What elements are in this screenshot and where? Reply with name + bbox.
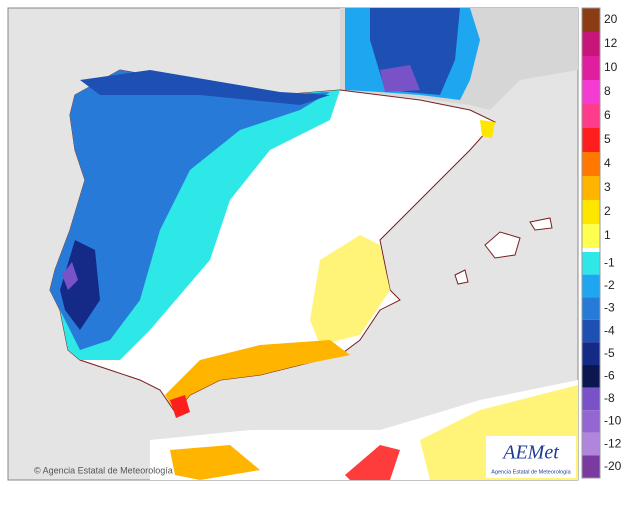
africa-anomaly xyxy=(170,445,260,480)
legend-swatch xyxy=(582,200,600,224)
legend-swatch xyxy=(582,319,600,343)
anomaly-dark-blue xyxy=(80,70,330,105)
logo-name: AEMet xyxy=(501,442,559,464)
legend-swatch xyxy=(582,104,600,128)
anomaly-blue xyxy=(50,70,330,350)
legend-label: 12 xyxy=(604,36,618,50)
legend-swatch xyxy=(582,297,600,320)
legend-swatch xyxy=(582,274,600,298)
balearic-island xyxy=(484,231,521,259)
legend-label: 1 xyxy=(604,228,611,242)
legend-label: -1 xyxy=(604,255,615,269)
copyright-text: © Agencia Estatal de Meteorología xyxy=(34,465,173,475)
logo-box xyxy=(486,436,576,478)
legend: 20 12 10 8 6 5 4 3 2 1 -1 -2 -3 -4 -5 -6 -8 -10 -12 -20 xyxy=(581,7,622,479)
balearic-island xyxy=(529,217,553,231)
legend-label: 3 xyxy=(604,180,611,194)
anomaly-yellow xyxy=(310,235,390,345)
legend-label: -5 xyxy=(604,346,615,360)
legend-swatch xyxy=(582,152,600,176)
legend-swatch xyxy=(582,432,600,456)
legend-label: -10 xyxy=(604,414,622,428)
logo-subtitle: Agencia Estatal de Meteorología xyxy=(491,469,571,475)
legend-label: -2 xyxy=(604,278,615,292)
legend-label: 4 xyxy=(604,156,611,170)
legend-label: -8 xyxy=(604,391,615,405)
legend-label: 5 xyxy=(604,132,611,146)
legend-label: 6 xyxy=(604,108,611,122)
france-anomaly xyxy=(380,65,420,92)
africa-anomaly xyxy=(345,445,400,480)
legend-label: -4 xyxy=(604,323,615,337)
legend-swatch xyxy=(582,387,600,411)
anomaly-red xyxy=(170,395,190,418)
anomaly-purple xyxy=(62,262,78,290)
legend-label: 20 xyxy=(604,12,618,26)
legend-label: -6 xyxy=(604,368,615,382)
legend-swatch xyxy=(582,224,600,248)
legend-swatch xyxy=(582,176,600,200)
legend-label: 8 xyxy=(604,84,611,98)
legend-swatch xyxy=(582,32,600,56)
legend-frame xyxy=(581,7,601,479)
legend-swatch xyxy=(582,410,600,433)
anomaly-navy xyxy=(60,240,100,330)
legend-label: 10 xyxy=(604,60,618,74)
legend-swatch xyxy=(582,56,600,80)
balearic-island xyxy=(454,269,469,285)
legend-swatch xyxy=(582,365,600,388)
legend-label: -20 xyxy=(604,459,622,473)
legend-swatch xyxy=(582,128,600,152)
legend-swatch xyxy=(582,455,600,478)
legend-swatch xyxy=(582,8,600,32)
anomaly-orange xyxy=(165,340,350,412)
anomaly-yellow xyxy=(480,120,495,138)
legend-swatch xyxy=(582,80,600,104)
legend-label: -12 xyxy=(604,436,622,450)
legend-swatch xyxy=(582,252,600,275)
legend-label: -3 xyxy=(604,301,615,315)
legend-label: 2 xyxy=(604,204,611,218)
legend-swatch xyxy=(582,342,600,365)
